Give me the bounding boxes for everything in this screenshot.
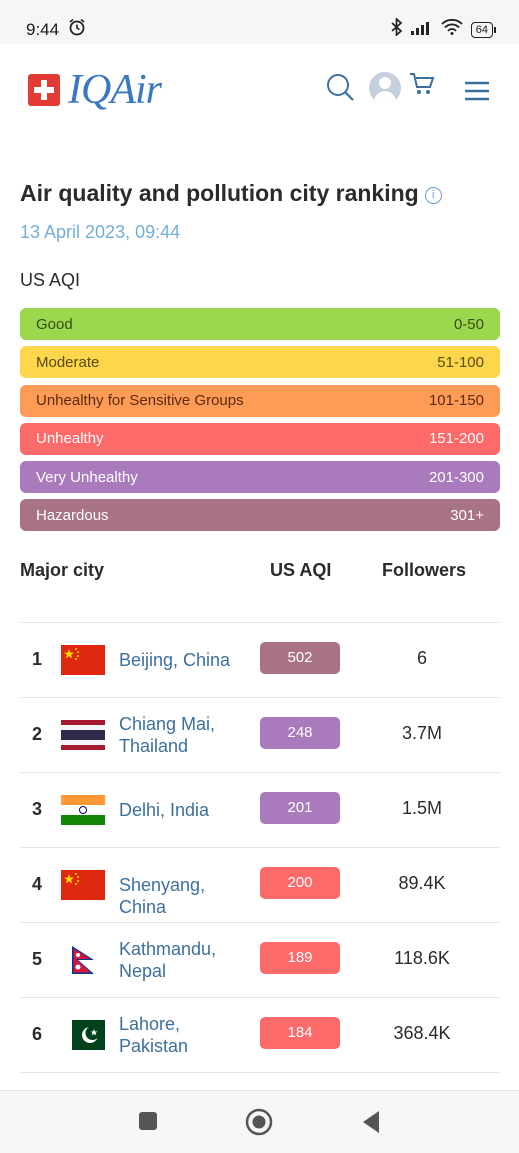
cart-icon[interactable] — [408, 70, 436, 103]
status-time: 9:44 — [26, 20, 60, 39]
rank-number: 1 — [32, 649, 43, 669]
follower-count: 3.7M — [401, 723, 443, 743]
swiss-cross-logo-icon[interactable] — [28, 74, 60, 106]
aqi-scale-range: 0-50 — [453, 315, 484, 333]
follower-count: 1.5M — [401, 798, 443, 818]
aqi-value-badge: 502 — [260, 642, 340, 674]
aqi-scale-level: Moderate — [36, 353, 100, 371]
status-bar: 9:44 64 — [0, 0, 519, 44]
aqi-scale-level: Good — [36, 315, 73, 333]
page-title-text: Air quality and pollution city ranking — [20, 180, 419, 206]
follower-count: 89.4K — [398, 873, 446, 893]
column-header-followers: Followers — [382, 560, 467, 580]
table-row[interactable]: 6 Lahore, Pakistan 184 368.4K — [20, 998, 500, 1073]
city-name-link[interactable]: Chiang Mai, Thailand — [119, 714, 216, 756]
aqi-value-badge: 189 — [260, 942, 340, 974]
aqi-scale-range: 201-300 — [428, 468, 484, 486]
aqi-scale-range: 51-100 — [437, 353, 484, 371]
india-flag-icon — [61, 795, 105, 825]
aqi-scale: Good 0-50 Moderate 51-100 Unhealthy for Sens… — [20, 308, 500, 538]
aqi-scale-level: Unhealthy — [36, 430, 104, 448]
aqi-value-badge: 184 — [260, 1017, 340, 1049]
column-header-aqi: US AQI — [270, 560, 332, 580]
aqi-scale-row: Moderate 51-100 — [20, 346, 500, 379]
city-name-link[interactable]: Beijing, China — [119, 650, 231, 670]
aqi-scale-range: 301+ — [450, 506, 484, 524]
info-icon[interactable]: i — [424, 187, 442, 204]
aqi-scale-range: 151-200 — [428, 430, 484, 448]
wifi-icon — [441, 18, 463, 40]
table-row[interactable]: 3 Delhi, India 201 1.5M — [20, 773, 500, 848]
aqi-value-badge: 201 — [260, 792, 340, 824]
battery-icon: 64 — [470, 21, 497, 38]
aqi-scale-range: 101-150 — [428, 392, 484, 410]
recent-apps-icon[interactable] — [138, 1111, 158, 1136]
aqi-scale-row: Unhealthy 151-200 — [20, 422, 500, 455]
follower-count: 6 — [416, 648, 427, 668]
pakistan-flag-icon — [61, 1020, 105, 1050]
table-row[interactable]: 1 Beijing, China 502 6 — [20, 623, 500, 698]
city-name-link[interactable]: Lahore, Pakistan — [119, 1014, 189, 1056]
city-ranking-table: 1 Beijing, China 502 6 2 Chiang Mai, Thailand… — [20, 622, 500, 1073]
aqi-scale-label: US AQI — [20, 270, 81, 290]
aqi-scale-level: Unhealthy for Sensitive Groups — [36, 392, 244, 410]
brand-logo[interactable]: IQAir — [68, 67, 162, 113]
aqi-scale-row: Hazardous 301+ — [20, 499, 500, 532]
site-header: IQAir — [0, 44, 519, 144]
rank-number: 5 — [32, 949, 43, 969]
alarm-icon — [68, 18, 86, 41]
rank-number: 2 — [32, 724, 43, 744]
nepal-flag-icon — [61, 945, 105, 975]
aqi-scale-level: Hazardous — [36, 506, 109, 524]
china-flag-icon — [61, 645, 105, 675]
aqi-scale-level: Very Unhealthy — [36, 468, 138, 486]
user-avatar-icon[interactable] — [369, 72, 401, 104]
home-icon[interactable] — [245, 1108, 273, 1141]
signal-icon — [410, 19, 433, 40]
city-name-link[interactable]: Shenyang, China — [119, 875, 206, 917]
table-row[interactable]: 2 Chiang Mai, Thailand 248 3.7M — [20, 698, 500, 773]
aqi-scale-row: Very Unhealthy 201-300 — [20, 461, 500, 494]
china-flag-icon — [61, 870, 105, 900]
bluetooth-icon — [391, 17, 403, 41]
column-header-city: Major city — [20, 560, 105, 580]
table-row[interactable]: 5 Kathmandu, Nepal 189 118.6K — [20, 923, 500, 998]
ranking-date: 13 April 2023, 09:44 — [20, 222, 181, 242]
thailand-flag-icon — [61, 720, 105, 750]
rank-number: 4 — [32, 874, 43, 894]
aqi-scale-row: Good 0-50 — [20, 308, 500, 340]
hamburger-menu-icon[interactable] — [464, 81, 490, 106]
table-row[interactable]: 4 Shenyang, China 200 89.4K — [20, 848, 500, 923]
aqi-scale-row: Unhealthy for Sensitive Groups 101-150 — [20, 384, 500, 417]
aqi-value-badge: 200 — [260, 867, 340, 899]
city-name-link[interactable]: Delhi, India — [119, 800, 210, 820]
follower-count: 368.4K — [393, 1023, 451, 1043]
rank-number: 6 — [32, 1024, 43, 1044]
aqi-value-badge: 248 — [260, 717, 340, 749]
rank-number: 3 — [32, 799, 43, 819]
system-navigation-bar — [0, 1090, 519, 1153]
follower-count: 118.6K — [394, 948, 450, 968]
back-icon[interactable] — [361, 1110, 381, 1139]
search-icon[interactable] — [325, 72, 355, 109]
page-title: Air quality and pollution city ranking i — [20, 180, 442, 207]
city-name-link[interactable]: Kathmandu, Nepal — [119, 939, 217, 981]
